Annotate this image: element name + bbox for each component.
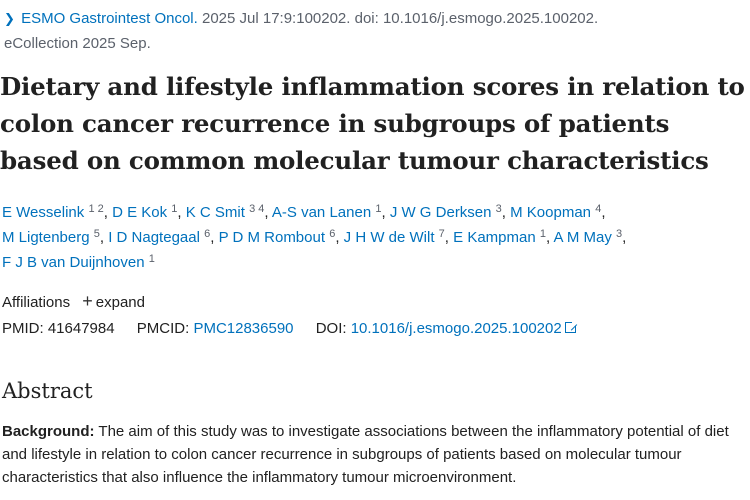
doi-link[interactable]: 10.1016/j.esmogo.2025.100202 bbox=[350, 320, 562, 337]
pmcid-label: PMCID: bbox=[136, 320, 190, 337]
ecollection: eCollection 2025 Sep. bbox=[4, 35, 151, 52]
author-link[interactable]: F J B van Duijnhoven bbox=[2, 254, 145, 271]
author-affiliation-ref[interactable]: 1 bbox=[171, 203, 178, 215]
author-link[interactable]: E Kampman bbox=[453, 229, 536, 246]
author-link[interactable]: K C Smit bbox=[185, 204, 245, 221]
author-link[interactable]: J W G Derksen bbox=[389, 204, 492, 221]
author-link[interactable]: J H W de Wilt bbox=[343, 229, 435, 246]
doi-label: DOI: bbox=[315, 320, 347, 337]
author-affiliation-ref[interactable]: 5 bbox=[93, 228, 100, 240]
affiliations-label: Affiliations bbox=[2, 294, 71, 311]
author-link[interactable]: E Wesselink bbox=[2, 204, 85, 221]
author-affiliation-ref[interactable]: 3 bbox=[616, 228, 623, 240]
abstract-heading: Abstract bbox=[2, 379, 93, 403]
author-link[interactable]: M Koopman bbox=[510, 204, 592, 221]
author-link[interactable]: A M May bbox=[553, 229, 612, 246]
plus-icon[interactable]: + bbox=[82, 291, 93, 311]
author-link[interactable]: M Ligtenberg bbox=[2, 229, 90, 246]
journal-link[interactable]: ESMO Gastrointest Oncol. bbox=[21, 10, 198, 27]
author-affiliation-ref[interactable]: 4 bbox=[595, 203, 602, 215]
pmid-value: 41647984 bbox=[47, 320, 115, 337]
external-link-icon[interactable] bbox=[564, 320, 578, 333]
affiliations-toggle[interactable]: Affiliations + expand bbox=[2, 290, 145, 314]
author-affiliation-ref[interactable]: 7 bbox=[438, 228, 445, 240]
article-title: Dietary and lifestyle inflammation score… bbox=[0, 72, 745, 175]
author-link[interactable]: P D M Rombout bbox=[218, 229, 326, 246]
author-affiliation-ref[interactable]: 6 bbox=[204, 228, 211, 240]
identifiers: PMID: 41647984 PMCID: PMC12836590 DOI: 1… bbox=[2, 318, 578, 340]
author-link[interactable]: D E Kok bbox=[112, 204, 168, 221]
background-text: The aim of this study was to investigate… bbox=[2, 423, 729, 486]
author-link[interactable]: A-S van Lanen bbox=[271, 204, 372, 221]
author-affiliation-ref[interactable]: 3 bbox=[495, 203, 502, 215]
abstract-background: Background: The aim of this study was to… bbox=[2, 420, 747, 489]
pmid-label: PMID: bbox=[2, 320, 44, 337]
expand-label[interactable]: expand bbox=[95, 294, 145, 311]
author-affiliation-ref[interactable]: 1 2 bbox=[88, 203, 104, 215]
author-affiliation-ref[interactable]: 6 bbox=[329, 228, 336, 240]
author-affiliation-ref[interactable]: 1 bbox=[375, 203, 382, 215]
background-label: Background: bbox=[2, 423, 95, 440]
chevron-right-icon: ❯ bbox=[4, 11, 15, 26]
citation: ❯ ESMO Gastrointest Oncol. 2025 Jul 17:9… bbox=[4, 6, 744, 56]
author-affiliation-ref[interactable]: 3 4 bbox=[249, 203, 265, 215]
author-list: E Wesselink 1 2, D E Kok 1, K C Smit 3 4… bbox=[2, 203, 627, 272]
author-link[interactable]: I D Nagtegaal bbox=[108, 229, 200, 246]
author-affiliation-ref[interactable]: 1 bbox=[539, 228, 546, 240]
pmcid-link[interactable]: PMC12836590 bbox=[193, 320, 294, 337]
citation-details: 2025 Jul 17:9:100202. doi: 10.1016/j.esm… bbox=[201, 10, 599, 27]
author-affiliation-ref[interactable]: 1 bbox=[148, 253, 155, 265]
